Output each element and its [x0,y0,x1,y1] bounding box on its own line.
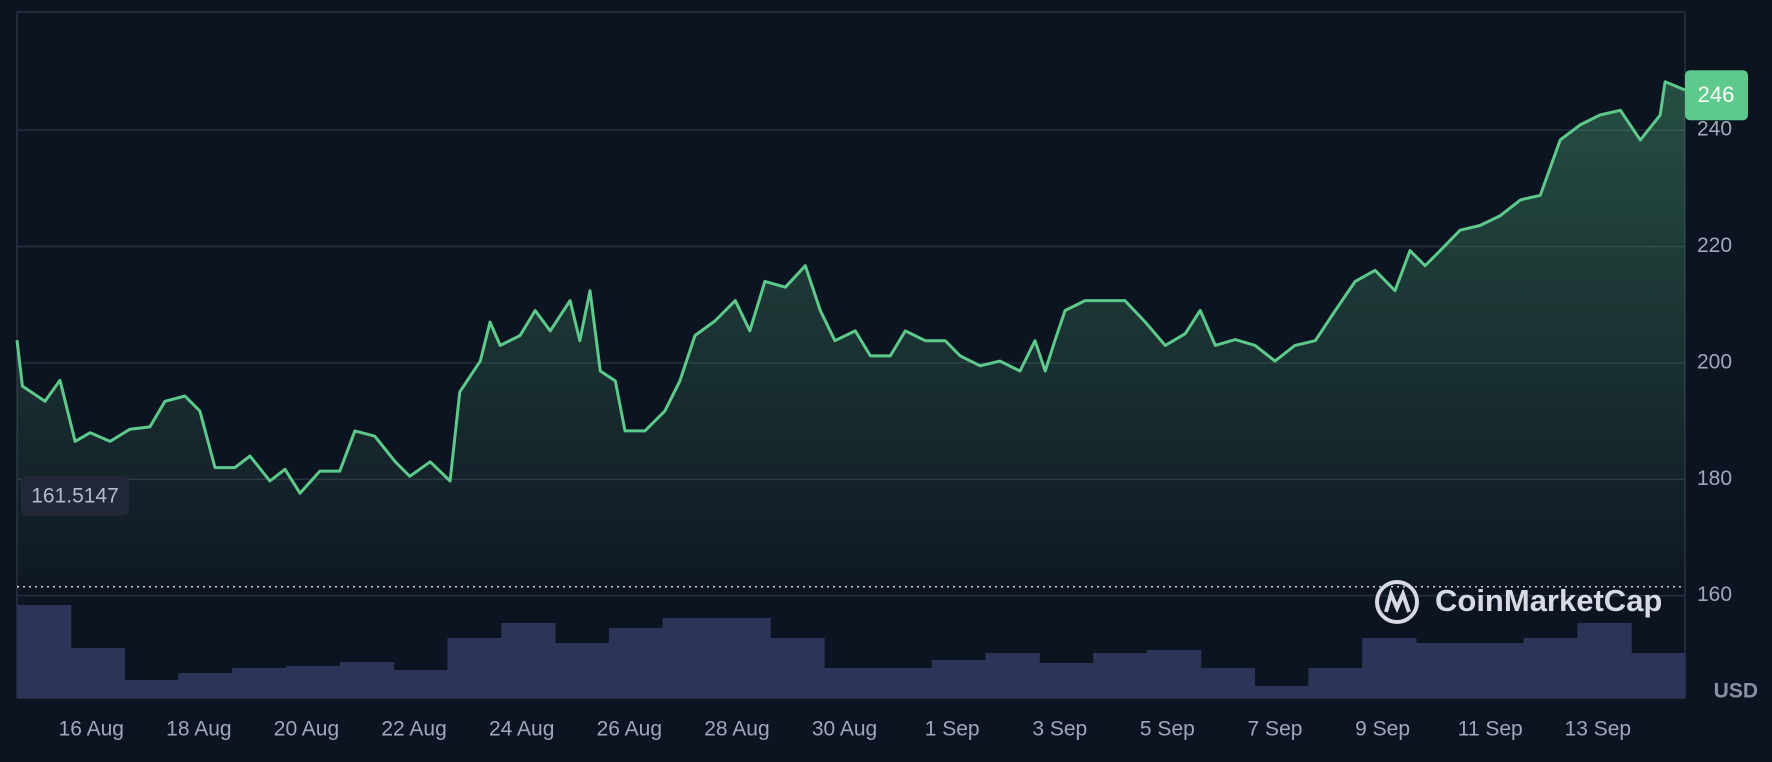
volume-bar [1254,686,1309,698]
y-tick-label: 220 [1697,234,1732,257]
volume-bar [1146,650,1202,698]
volume-bar [931,660,987,698]
volume-bar [1200,668,1256,698]
x-tick-label: 13 Sep [1565,718,1632,741]
volume-bar [393,670,448,698]
logo-ring [1375,580,1419,624]
volume-bar [716,618,771,698]
volume-bar [1093,653,1148,698]
price-line [15,80,1686,495]
volume-bar [555,643,610,698]
volume-bar [447,638,502,698]
volume-bar [339,662,395,698]
volume-bar [124,680,179,698]
x-tick-label: 26 Aug [597,718,662,741]
low-label: 161.5147 [31,484,119,507]
last-badge [1685,70,1748,121]
last-label: 246 [1698,82,1735,107]
volume-bar [1469,643,1525,698]
volume-bar [70,648,126,698]
volume-bar [501,623,556,698]
volume-bar [17,605,72,698]
y-tick-label: 200 [1697,350,1732,373]
x-tick-label: 30 Aug [812,718,877,741]
volume-bar [1523,638,1578,698]
volume-bar [770,638,825,698]
volume-bar [985,653,1040,698]
y-tick-label: 160 [1697,583,1732,606]
volume-bar [824,668,879,698]
y-tick-label: 240 [1697,118,1732,141]
volume-bar [1631,653,1686,698]
x-tick-label: 24 Aug [489,718,554,741]
volume-bar [877,668,933,698]
volume-bar [178,673,233,698]
volume-bar [1362,638,1417,698]
y-tick-label: 180 [1697,467,1732,490]
volume-bar [1415,643,1471,698]
low-badge [21,475,129,516]
x-tick-label: 16 Aug [59,718,124,741]
volume-bar [662,618,717,698]
x-tick-label: 5 Sep [1140,718,1195,741]
x-tick-label: 18 Aug [166,718,231,741]
x-tick-label: 3 Sep [1032,718,1087,741]
x-tick-label: 9 Sep [1355,718,1410,741]
x-tick-label: 22 Aug [381,718,446,741]
y-unit-label: USD [1714,680,1758,703]
x-tick-label: 20 Aug [274,718,339,741]
watermark-logo [1375,580,1419,624]
x-tick-label: 28 Aug [704,718,769,741]
x-tick-label: 1 Sep [925,718,980,741]
watermark-text: CoinMarketCap [1435,583,1662,618]
volume-bar [286,666,341,698]
x-tick-label: 11 Sep [1458,718,1523,741]
volume-bar [608,628,664,698]
volume-bar [232,668,287,698]
x-tick-label: 7 Sep [1248,718,1303,741]
logo-mark [1384,587,1411,614]
volume-bar [1039,663,1094,698]
volume-bar [1577,623,1632,698]
volume-bar [1308,668,1363,698]
